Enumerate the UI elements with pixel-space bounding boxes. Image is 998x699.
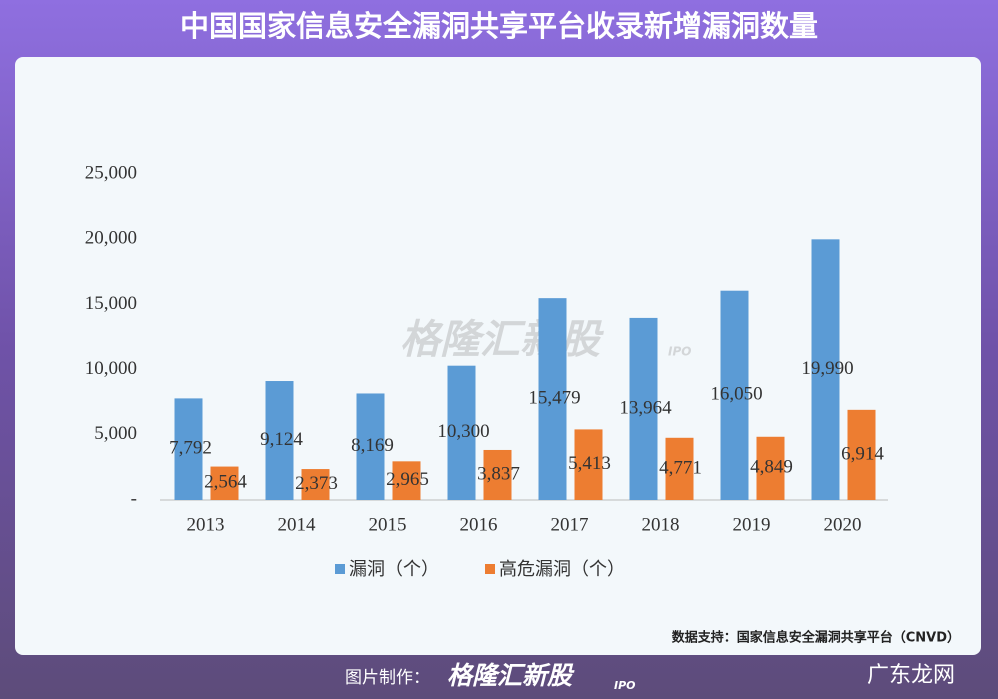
y-tick-label: 20,000 xyxy=(85,228,137,249)
y-tick-label: - xyxy=(131,488,137,509)
value-label: 8,169 xyxy=(351,435,394,456)
value-label: 2,965 xyxy=(386,469,429,490)
bar xyxy=(538,298,567,500)
value-label: 4,771 xyxy=(659,457,702,478)
bar xyxy=(210,466,239,500)
value-label: 3,837 xyxy=(477,463,520,484)
title: 中国国家信息安全漏洞共享平台收录新增漏洞数量 xyxy=(180,9,818,43)
bar xyxy=(574,429,603,500)
y-tick-label: 5,000 xyxy=(94,423,137,444)
bar xyxy=(356,393,385,500)
footer-brand: 格隆汇新股 xyxy=(447,661,575,690)
x-tick-label: 2013 xyxy=(187,514,225,535)
legend-label: 漏洞（个） xyxy=(349,559,439,580)
bar xyxy=(720,290,749,500)
value-label: 2,373 xyxy=(295,473,338,494)
bar xyxy=(847,409,876,500)
watermark-brand: 格隆汇新股 xyxy=(400,317,604,363)
value-label: 9,124 xyxy=(260,429,303,450)
legend-label: 高危漏洞（个） xyxy=(499,559,625,580)
value-label: 2,564 xyxy=(204,472,247,493)
watermark-sub: IPO xyxy=(668,345,691,359)
bar xyxy=(392,461,421,500)
x-tick-label: 2017 xyxy=(551,514,589,535)
y-tick-label: 25,000 xyxy=(85,162,137,183)
value-label: 16,050 xyxy=(710,384,762,405)
y-tick-label: 10,000 xyxy=(85,358,137,379)
watermark: 格隆汇新股 IPO xyxy=(400,317,691,363)
value-label: 4,849 xyxy=(750,457,793,478)
value-label: 5,413 xyxy=(568,453,611,474)
bar xyxy=(629,317,658,500)
bar xyxy=(265,381,294,500)
legend-swatch xyxy=(335,564,345,574)
bar xyxy=(665,437,694,500)
value-label: 13,964 xyxy=(619,397,672,418)
x-tick-label: 2015 xyxy=(369,514,407,535)
x-tick-label: 2019 xyxy=(733,514,771,535)
bar xyxy=(483,449,512,500)
bar xyxy=(756,436,785,500)
bar xyxy=(301,469,330,500)
x-tick-label: 2018 xyxy=(642,514,680,535)
plot: - 5,000 10,000 15,000 20,000 25,000 2013 7,792 2… xyxy=(85,162,888,580)
bar xyxy=(174,398,203,500)
footer-credit: 图片制作： xyxy=(345,668,430,688)
value-label: 19,990 xyxy=(801,358,853,379)
bar xyxy=(811,239,840,501)
legend-swatch xyxy=(485,564,495,574)
value-label: 6,914 xyxy=(841,443,884,464)
footer-sub: IPO xyxy=(614,679,636,692)
source: 数据支持：国家信息安全漏洞共享平台（CNVD） xyxy=(672,630,960,646)
y-tick-label: 15,000 xyxy=(85,293,137,314)
bar xyxy=(447,365,476,500)
value-label: 7,792 xyxy=(169,438,212,459)
x-tick-label: 2014 xyxy=(278,514,317,535)
panel xyxy=(15,57,981,655)
value-label: 10,300 xyxy=(437,421,489,442)
x-tick-label: 2016 xyxy=(460,514,498,535)
footer-corner: 广东龙网 xyxy=(867,663,955,688)
value-label: 15,479 xyxy=(528,387,580,408)
x-tick-label: 2020 xyxy=(824,514,862,535)
